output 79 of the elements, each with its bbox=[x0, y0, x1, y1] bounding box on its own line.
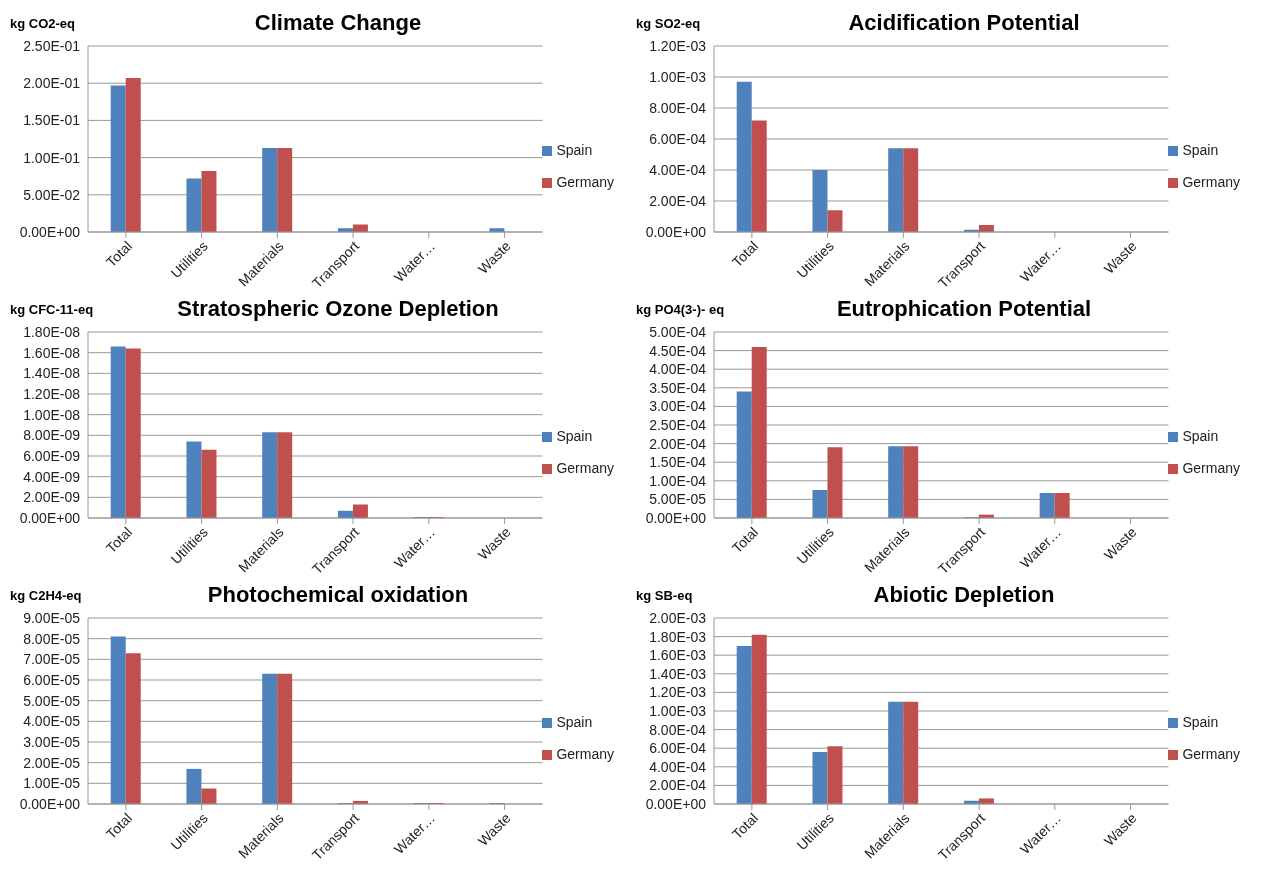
y-tick-label: 6.00E-04 bbox=[649, 130, 707, 147]
legend-label: Germany bbox=[1182, 746, 1240, 762]
y-tick-label: 4.50E-04 bbox=[649, 342, 707, 359]
y-tick-label: 3.00E-04 bbox=[649, 398, 707, 415]
y-tick-label: 8.00E-04 bbox=[649, 99, 707, 116]
y-tick-label: 2.00E-04 bbox=[649, 192, 707, 209]
y-tick-label: 2.00E-04 bbox=[649, 435, 707, 452]
chart-title: Stratospheric Ozone Depletion bbox=[176, 296, 500, 322]
y-tick-label: 6.00E-04 bbox=[649, 740, 707, 757]
y-tick-label: 1.40E-03 bbox=[649, 665, 707, 682]
chart-title: Eutrophication Potential bbox=[835, 296, 1093, 322]
y-tick-label: 4.00E-04 bbox=[649, 758, 707, 775]
y-tick-label: 2.00E-04 bbox=[649, 777, 707, 794]
y-tick-label: 4.00E-09 bbox=[23, 468, 81, 485]
legend-label: Germany bbox=[556, 746, 614, 762]
y-tick-label: 2.50E-04 bbox=[649, 416, 707, 433]
y-axis-title: kg SO2-eq bbox=[636, 16, 701, 31]
legend-label: Spain bbox=[1182, 142, 1219, 158]
y-tick-label: 1.00E-01 bbox=[23, 149, 81, 166]
y-tick-label: 5.00E-02 bbox=[23, 186, 81, 203]
y-tick-label: 1.80E-08 bbox=[23, 323, 81, 340]
y-tick-label: 1.60E-08 bbox=[23, 344, 81, 361]
y-tick-label: 5.00E-05 bbox=[649, 491, 707, 508]
legend-label: Germany bbox=[556, 174, 614, 190]
y-tick-label: 3.00E-05 bbox=[23, 733, 81, 750]
y-axis-title: kg PO4(3-)- eq bbox=[636, 302, 725, 317]
y-tick-label: 2.00E-01 bbox=[23, 75, 81, 92]
chart-title: Abiotic Depletion bbox=[872, 582, 1056, 608]
legend-label: Germany bbox=[1182, 174, 1240, 190]
y-axis-title: kg SB-eq bbox=[636, 588, 693, 603]
y-tick-label: 0.00E+00 bbox=[19, 795, 81, 812]
y-tick-label: 4.00E-04 bbox=[649, 361, 707, 378]
y-tick-label: 1.40E-08 bbox=[23, 365, 81, 382]
y-tick-label: 6.00E-05 bbox=[23, 671, 81, 688]
y-tick-label: 5.00E-04 bbox=[649, 323, 707, 340]
y-axis-title: kg C2H4-eq bbox=[10, 588, 82, 603]
chart-title: Acidification Potential bbox=[847, 10, 1081, 36]
y-tick-label: 2.50E-01 bbox=[23, 37, 81, 54]
y-tick-label: 7.00E-05 bbox=[23, 651, 81, 668]
y-axis-title: kg CFC-11-eq bbox=[10, 302, 94, 317]
y-tick-label: 0.00E+00 bbox=[19, 509, 81, 526]
y-tick-label: 1.80E-03 bbox=[649, 628, 707, 645]
legend-label: Germany bbox=[1182, 460, 1240, 476]
y-tick-label: 8.00E-05 bbox=[23, 630, 81, 647]
y-tick-label: 1.00E-08 bbox=[23, 406, 81, 423]
legend-label: Spain bbox=[1182, 428, 1219, 444]
legend-label: Spain bbox=[556, 428, 593, 444]
y-tick-label: 1.00E-05 bbox=[23, 775, 81, 792]
y-tick-label: 4.00E-04 bbox=[649, 161, 707, 178]
y-tick-label: 2.00E-05 bbox=[23, 754, 81, 771]
y-tick-label: 1.20E-08 bbox=[23, 385, 81, 402]
y-tick-label: 1.50E-04 bbox=[649, 454, 707, 471]
y-axis-title: kg CO2-eq bbox=[10, 16, 76, 31]
y-tick-label: 3.50E-04 bbox=[649, 379, 707, 396]
y-tick-label: 1.20E-03 bbox=[649, 684, 707, 701]
y-tick-label: 0.00E+00 bbox=[645, 795, 707, 812]
y-tick-label: 6.00E-09 bbox=[23, 447, 81, 464]
y-tick-label: 2.00E-03 bbox=[649, 609, 707, 626]
y-tick-label: 9.00E-05 bbox=[23, 609, 81, 626]
legend-label: Spain bbox=[556, 714, 593, 730]
y-tick-label: 1.50E-01 bbox=[23, 112, 81, 129]
legend-label: Spain bbox=[556, 142, 593, 158]
y-tick-label: 0.00E+00 bbox=[19, 223, 81, 240]
legend-label: Spain bbox=[1182, 714, 1219, 730]
y-tick-label: 2.00E-09 bbox=[23, 489, 81, 506]
legend-label: Germany bbox=[556, 460, 614, 476]
y-tick-label: 5.00E-05 bbox=[23, 692, 81, 709]
y-tick-label: 0.00E+00 bbox=[645, 509, 707, 526]
chart-title: Climate Change bbox=[253, 10, 423, 36]
y-tick-label: 1.00E-03 bbox=[649, 68, 707, 85]
chart-title: Photochemical oxidation bbox=[206, 582, 470, 608]
y-tick-label: 1.00E-03 bbox=[649, 702, 707, 719]
y-tick-label: 4.00E-05 bbox=[23, 713, 81, 730]
y-tick-label: 8.00E-09 bbox=[23, 427, 81, 444]
y-tick-label: 1.00E-04 bbox=[649, 472, 707, 489]
y-tick-label: 8.00E-04 bbox=[649, 721, 707, 738]
y-tick-label: 1.20E-03 bbox=[649, 37, 707, 54]
y-tick-label: 1.60E-03 bbox=[649, 647, 707, 664]
y-tick-label: 0.00E+00 bbox=[645, 223, 707, 240]
